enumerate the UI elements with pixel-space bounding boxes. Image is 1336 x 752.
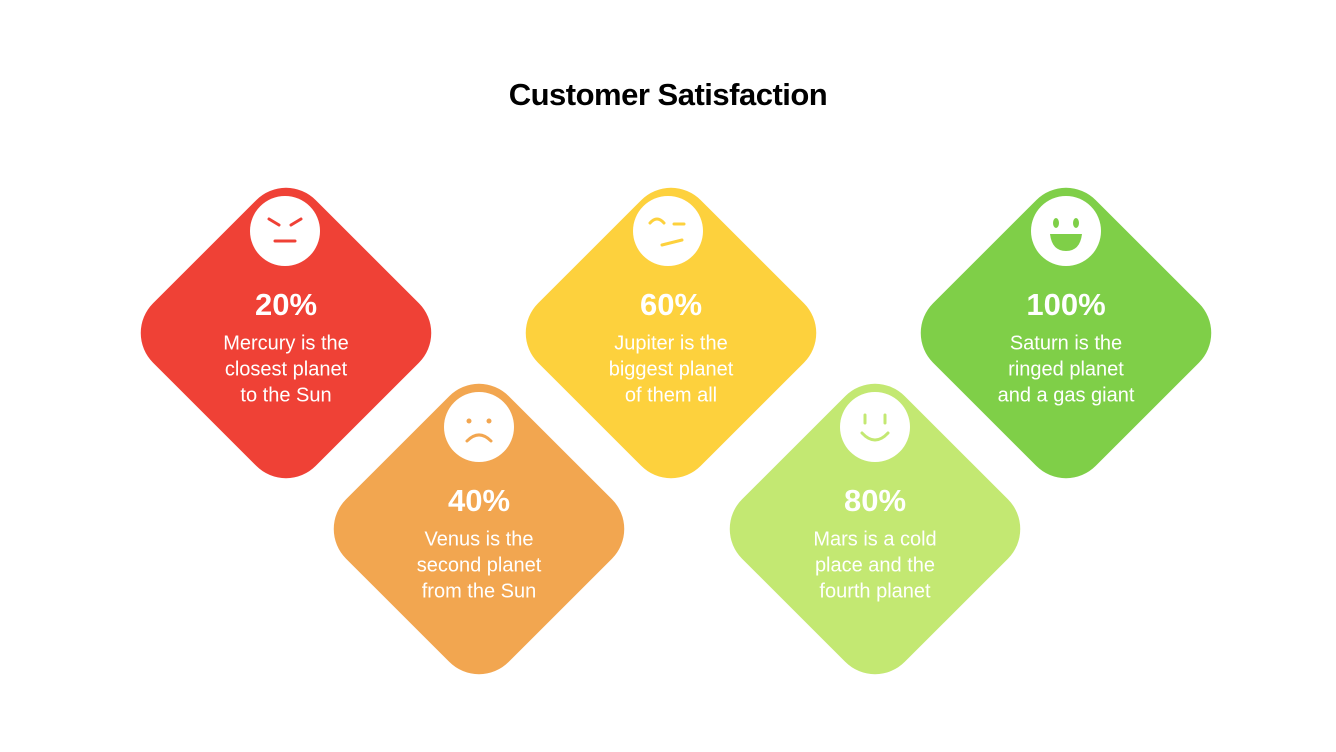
percent: 20% (255, 287, 317, 322)
description-line: from the Sun (422, 580, 537, 602)
description-line: ringed planet (1008, 358, 1124, 380)
percent: 60% (640, 287, 702, 322)
face-smile (840, 392, 910, 462)
card: 40% Venus is the second planet from the Sun (333, 383, 625, 675)
description-line: closest planet (225, 358, 348, 380)
face-sad (444, 392, 514, 462)
description-line: of them all (625, 384, 717, 406)
cards: 20% Mercury is the closest planet to the Su… (140, 187, 1212, 675)
description-line: fourth planet (819, 580, 931, 602)
percent: 100% (1026, 287, 1105, 322)
description-line: Jupiter is the (614, 332, 727, 354)
card: 100% Saturn is the ringed planet and a gas … (920, 187, 1212, 479)
percent: 80% (844, 483, 906, 518)
card: 80% Mars is a cold place and the fourth pla… (729, 383, 1021, 675)
face-skeptical (633, 196, 703, 266)
description-line: Venus is the (425, 528, 534, 550)
description-line: to the Sun (240, 384, 331, 406)
title: Customer Satisfaction (509, 77, 828, 112)
diamond (333, 383, 625, 675)
description-line: second planet (417, 554, 542, 576)
diamond (920, 187, 1212, 479)
card: 60% Jupiter is the biggest planet of them a… (525, 187, 817, 479)
description-line: Mars is a cold (813, 528, 936, 550)
percent: 40% (448, 483, 510, 518)
description-line: place and the (815, 554, 935, 576)
description-line: Mercury is the (223, 332, 349, 354)
faces (250, 196, 1101, 462)
diamond (140, 187, 432, 479)
diamond (525, 187, 817, 479)
face-angry (250, 196, 320, 266)
description-line: and a gas giant (998, 384, 1135, 406)
description-line: Saturn is the (1010, 332, 1122, 354)
face-grin (1031, 196, 1101, 266)
diamond (729, 383, 1021, 675)
card: 20% Mercury is the closest planet to the Su… (140, 187, 432, 479)
description-line: biggest planet (609, 358, 734, 380)
